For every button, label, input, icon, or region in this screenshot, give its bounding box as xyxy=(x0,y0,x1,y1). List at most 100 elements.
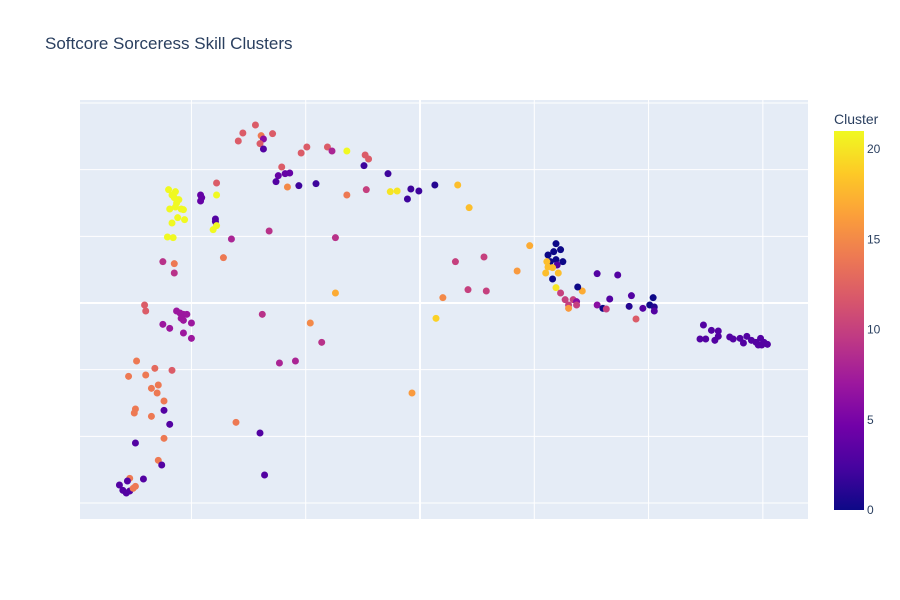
data-point xyxy=(714,327,722,335)
data-point xyxy=(142,307,150,315)
data-point xyxy=(557,289,565,297)
data-point xyxy=(295,182,303,190)
data-point xyxy=(559,258,567,266)
data-point xyxy=(174,214,182,222)
data-point xyxy=(133,357,141,365)
data-point xyxy=(386,188,394,196)
data-point xyxy=(168,366,176,374)
data-point xyxy=(179,206,187,214)
data-point xyxy=(171,188,179,196)
data-point xyxy=(123,477,131,485)
data-point xyxy=(465,204,473,212)
data-point xyxy=(153,389,161,397)
data-point xyxy=(160,397,168,405)
data-point xyxy=(696,335,704,343)
data-point xyxy=(625,302,633,310)
data-point xyxy=(272,178,280,186)
data-point xyxy=(365,155,373,163)
data-point xyxy=(256,429,264,437)
data-point xyxy=(227,235,235,243)
data-point xyxy=(166,420,174,428)
data-point xyxy=(209,226,217,234)
data-point xyxy=(269,130,277,138)
data-point xyxy=(431,181,439,189)
chart-title: Softcore Sorceress Skill Clusters xyxy=(45,34,293,53)
data-point xyxy=(702,335,710,343)
data-point xyxy=(318,338,326,346)
data-point xyxy=(259,145,267,153)
data-point xyxy=(331,289,339,297)
data-point xyxy=(151,364,159,372)
colorbar xyxy=(834,131,864,510)
data-point xyxy=(639,304,647,312)
data-point xyxy=(286,169,294,177)
data-point xyxy=(303,143,311,151)
data-point xyxy=(464,286,472,294)
data-point xyxy=(171,203,179,211)
data-point xyxy=(454,181,462,189)
data-point xyxy=(258,310,266,318)
data-point xyxy=(213,191,221,199)
data-point xyxy=(763,340,771,348)
data-point xyxy=(213,179,221,187)
data-point xyxy=(526,242,534,250)
data-point xyxy=(159,320,167,328)
data-point xyxy=(552,240,560,248)
data-point xyxy=(168,219,176,227)
data-point xyxy=(158,461,166,469)
data-point xyxy=(115,481,123,489)
data-point xyxy=(606,295,614,303)
data-point xyxy=(415,187,423,195)
data-point xyxy=(256,140,264,148)
gridlines xyxy=(80,100,808,519)
data-point xyxy=(165,186,173,194)
data-point xyxy=(632,315,640,323)
data-point xyxy=(593,270,601,278)
data-point xyxy=(699,321,707,329)
data-point xyxy=(480,253,488,261)
data-point xyxy=(393,187,401,195)
data-point xyxy=(758,341,766,349)
data-point xyxy=(234,137,242,145)
data-point xyxy=(170,260,178,268)
data-point xyxy=(328,147,336,155)
data-point xyxy=(179,316,187,324)
colorbar-title: Cluster xyxy=(834,111,879,127)
data-point xyxy=(384,170,392,178)
data-point xyxy=(432,314,440,322)
data-point xyxy=(166,324,174,332)
data-point xyxy=(323,143,331,151)
data-point xyxy=(331,234,339,242)
data-point xyxy=(439,294,447,302)
data-point xyxy=(306,319,314,327)
data-point xyxy=(403,195,411,203)
data-point xyxy=(362,186,370,194)
colorbar-tick-label: 10 xyxy=(867,323,881,337)
data-point xyxy=(125,372,133,380)
data-point xyxy=(183,310,191,318)
data-point xyxy=(297,149,305,157)
data-point xyxy=(219,254,227,262)
data-point xyxy=(707,326,715,334)
data-point xyxy=(627,292,635,300)
data-point xyxy=(549,275,557,283)
data-point xyxy=(170,269,178,277)
data-point xyxy=(343,147,351,155)
data-point xyxy=(574,283,582,291)
data-point xyxy=(743,332,751,340)
data-point xyxy=(187,319,195,327)
data-point xyxy=(163,233,171,241)
colorbar-tick-label: 20 xyxy=(867,142,881,156)
data-point xyxy=(360,162,368,170)
data-point xyxy=(552,284,560,292)
data-point xyxy=(565,304,573,312)
data-point xyxy=(139,475,147,483)
data-point xyxy=(544,251,552,259)
data-point xyxy=(343,191,351,199)
data-point xyxy=(451,258,459,266)
data-point xyxy=(614,271,622,279)
data-point xyxy=(142,371,150,379)
data-point xyxy=(291,357,299,365)
data-point xyxy=(131,439,139,447)
